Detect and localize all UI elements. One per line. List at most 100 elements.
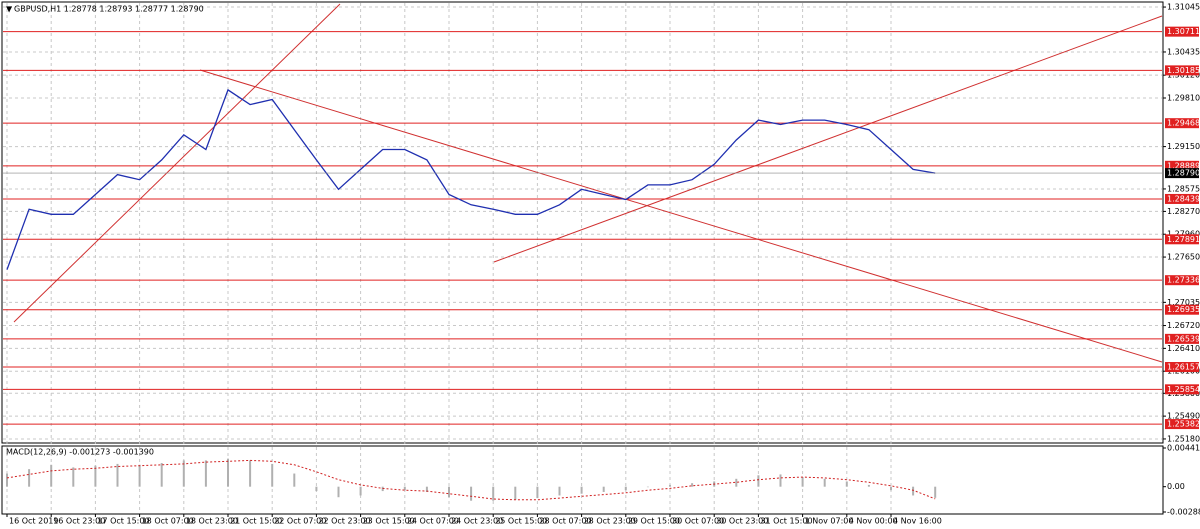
macd-bar [94,465,97,487]
trendlines [13,3,1163,363]
macd-header: MACD(12,26,9) -0.001273 -0.001390 [6,448,154,457]
chart-header: GBPUSD,H1 1.28778 1.28793 1.28777 1.2879… [14,5,204,14]
y-tick-label: 1.29150 [1167,142,1200,151]
level-label: 1.27336 [1167,276,1200,285]
macd-bar [249,460,252,487]
x-tick-label: 30 Oct 23:00 [716,517,768,526]
x-tick-label: 4 Nov 00:00 [849,517,898,526]
y-tick-label: 1.27035 [1167,298,1200,307]
y-tick-label: 1.26410 [1167,344,1200,353]
trendline [493,15,1163,263]
x-tick-label: 16 Oct 23:00 [53,517,105,526]
level-label: 1.26539 [1167,334,1200,343]
macd-bar [50,464,53,487]
level-label-box [1165,419,1199,430]
macd-bar [116,463,119,487]
macd-bar [646,486,649,488]
x-tick-label: 1 Nov 07:00 [805,517,854,526]
macd-bar [912,486,915,496]
macd-bar [536,486,539,499]
macd-bar [492,486,495,501]
x-tick-label: 31 Oct 15:00 [760,517,812,526]
macd-bar [337,486,340,498]
x-tick-label: 4 Nov 16:00 [893,517,942,526]
macd-bar [6,473,8,487]
macd-bar [403,486,406,491]
macd-bar [757,475,760,487]
macd-bar [160,463,163,487]
trendline [13,3,341,323]
y-tick-label: 1.29810 [1167,93,1200,102]
last-price-label: 1.28790 [1167,169,1200,178]
x-tick-label: 16 Oct 2019 [9,517,58,526]
x-tick-label: 30 Oct 07:00 [672,517,724,526]
macd-bar [823,478,826,487]
macd-bar [890,486,892,491]
x-tick-label: 22 Oct 07:00 [274,517,326,526]
level-label-box [1165,118,1199,129]
last-price-box [1165,168,1199,179]
macd-bar [293,473,296,487]
level-label-box [1165,160,1199,171]
level-label: 1.28439 [1167,194,1200,203]
trendline [199,69,1163,363]
level-label: 1.26157 [1167,363,1200,372]
symbol-arrow: ▼ [6,5,13,14]
y-tick-label: 1.28575 [1167,184,1200,193]
level-label: 1.26935 [1167,305,1200,314]
macd-bar [669,484,671,487]
macd-bar [359,486,362,496]
y-tick-label: 1.27650 [1167,253,1200,262]
level-label: 1.25854 [1167,385,1200,394]
level-label: 1.28889 [1167,161,1200,170]
level-label: 1.30711 [1167,27,1200,36]
macd-bar [271,463,274,487]
y-tick-label: 1.30435 [1167,47,1200,56]
macd-bar [514,486,517,500]
macd-window [1,445,1164,515]
x-tick-label: 22 Oct 23:00 [318,517,370,526]
x-tick-label: 21 Oct 15:00 [230,517,282,526]
level-label-box [1165,275,1199,286]
macd-bar [425,486,428,492]
level-label-box [1165,333,1199,344]
macd-bar [845,481,848,487]
level-label: 1.25382 [1167,420,1200,429]
level-label: 1.27891 [1167,235,1200,244]
level-label-box [1165,193,1199,204]
macd-bar [72,467,75,487]
macd-bar [602,486,605,492]
x-tick-label: 25 Oct 15:00 [495,517,547,526]
macd-bar [470,486,473,501]
y-tick-label: -0.002887 [1167,508,1200,517]
macd-bar [138,464,141,487]
x-tick-label: 18 Oct 07:00 [142,517,194,526]
macd-bar [28,469,31,487]
x-tick-label: 24 Oct 07:00 [407,517,459,526]
x-tick-label: 24 Oct 23:00 [451,517,503,526]
x-tick-label: 17 Oct 15:00 [97,517,149,526]
macd-bar [580,486,583,494]
macd-bar [227,458,229,487]
level-label-box [1165,362,1199,373]
y-tick-label: 0.00 [1167,482,1185,491]
y-tick-label: 1.28270 [1167,207,1200,216]
level-label-box [1165,304,1199,315]
y-tick-label: 1.26720 [1167,321,1200,330]
signal-line [6,459,936,501]
level-label: 1.29468 [1167,119,1200,128]
y-tick-label: 1.27960 [1167,230,1200,239]
macd-bar [934,486,937,498]
macd-bar [448,486,450,498]
price-line [6,88,936,270]
macd-bar [691,483,694,487]
y-tick-label: 1.31045 [1167,3,1200,12]
y-tick-label: 0.004414 [1167,444,1200,453]
macd-bar [867,484,870,487]
level-label-box [1165,65,1199,76]
y-tick-label: 1.25180 [1167,434,1200,443]
x-tick-label: 18 Oct 23:00 [186,517,238,526]
macd-bar [558,486,561,496]
